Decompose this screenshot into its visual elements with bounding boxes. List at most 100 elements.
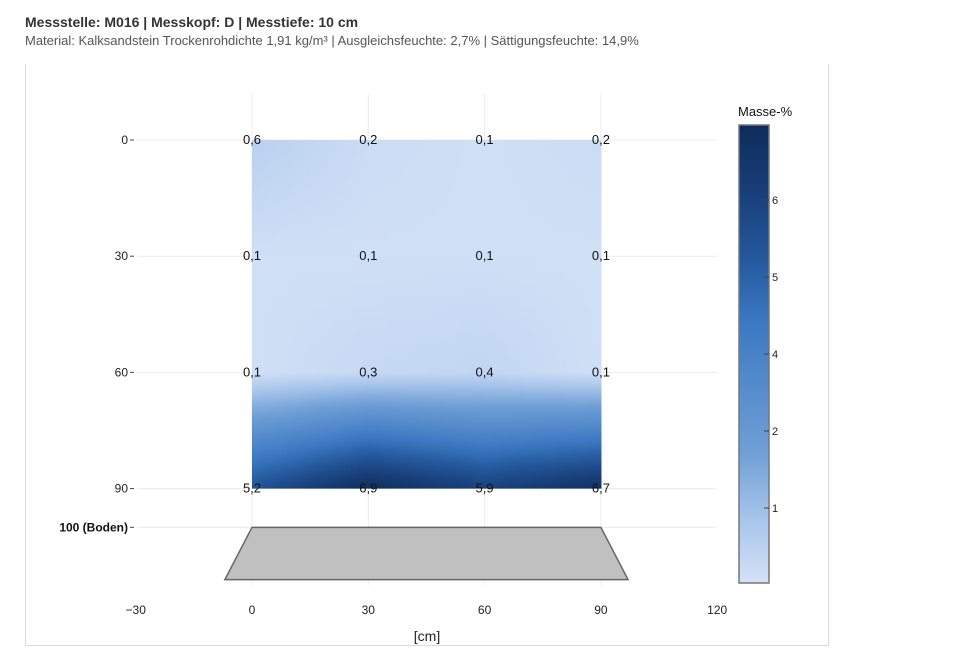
y-tick-label-floor: 100 (Boden) <box>59 520 128 534</box>
heatmap-strip <box>385 140 393 489</box>
heatmap-strip <box>315 140 323 489</box>
cell-value-label: 0,1 <box>592 364 610 379</box>
heatmap-strip <box>321 140 329 489</box>
heatmap-strip <box>577 140 585 489</box>
x-tick-label: −30 <box>126 603 147 617</box>
x-tick-label: 120 <box>707 603 727 617</box>
heatmap-strip <box>525 140 532 489</box>
chart-subtitle: Material: Kalksandstein Trockenrohdichte… <box>25 33 639 48</box>
y-tick-label: 60 <box>115 365 129 379</box>
heatmap-strip <box>275 140 282 489</box>
heatmap-strip <box>350 140 358 489</box>
cell-value-label: 0,2 <box>359 132 377 147</box>
cell-value-label: 0,1 <box>243 364 261 379</box>
heatmap-strip <box>595 140 602 489</box>
chart-title: Messstelle: M016 | Messkopf: D | Messtie… <box>25 14 359 30</box>
cell-value-label: 0,4 <box>476 364 494 379</box>
heatmap-strip <box>542 140 550 489</box>
cell-value-label: 0,1 <box>476 132 494 147</box>
heatmap-strip <box>554 140 561 489</box>
heatmap-strip <box>339 140 346 489</box>
x-axis: −30 0 30 60 90 120 <box>126 603 728 617</box>
heatmap-strip <box>589 140 596 489</box>
y-tick-label: 90 <box>115 482 129 496</box>
heatmap-strip <box>472 140 480 489</box>
heatmap-strip <box>281 140 288 489</box>
heatmap-strip <box>507 140 515 489</box>
colorbar-tick-label: 5 <box>772 272 778 284</box>
heatmap-strip <box>292 140 300 489</box>
heatmap-cells <box>252 140 602 489</box>
heatmap-strip <box>379 140 387 489</box>
heatmap-strip <box>269 140 276 489</box>
x-tick-label: 90 <box>594 603 608 617</box>
cell-value-label: 0,1 <box>476 248 494 263</box>
heatmap-strip <box>368 140 375 489</box>
heatmap-strip <box>286 140 294 489</box>
heatmap-strip <box>502 140 509 489</box>
colorbar-tick-label: 1 <box>772 503 778 515</box>
heatmap-strip <box>345 140 352 489</box>
heatmap-strip <box>374 140 381 489</box>
heatmap-strip <box>356 140 364 489</box>
heatmap-strip <box>443 140 451 489</box>
cell-value-label: 5,9 <box>476 481 494 496</box>
heatmap-strip <box>414 140 422 489</box>
heatmap-strip <box>298 140 305 489</box>
x-tick-label: 60 <box>478 603 492 617</box>
heatmap-strip <box>304 140 311 489</box>
cell-value-label: 6,7 <box>592 481 610 496</box>
heatmap-strip <box>455 140 462 489</box>
heatmap-strip <box>496 140 503 489</box>
colorbar-tick-label: 6 <box>772 195 778 207</box>
heatmap-strip <box>571 140 579 489</box>
floor-trapezoid <box>223 526 630 581</box>
x-tick-label: 0 <box>249 603 256 617</box>
heatmap-strip <box>263 140 271 489</box>
heatmap-strip <box>391 140 398 489</box>
cell-value-label: 0,1 <box>243 248 261 263</box>
heatmap-strip <box>327 140 335 489</box>
cell-value-label: 0,1 <box>592 248 610 263</box>
heatmap-strip <box>333 140 340 489</box>
heatmap-strip <box>432 140 439 489</box>
heatmap-strip <box>560 140 567 489</box>
cell-value-label: 0,3 <box>359 364 377 379</box>
heatmap-strip <box>426 140 433 489</box>
heatmap-strip <box>490 140 497 489</box>
chart-panel <box>25 64 829 646</box>
y-tick-label: 30 <box>115 249 129 263</box>
chart-header: Messstelle: M016 | Messkopf: D | Messtie… <box>25 12 639 50</box>
heatmap-strip <box>403 140 410 489</box>
heatmap-strip <box>397 140 404 489</box>
colorbar: Masse-% 1 2 4 5 6 <box>738 104 793 584</box>
cell-value-label: 5,2 <box>243 481 261 496</box>
heatmap-strip <box>310 140 317 489</box>
heatmap-strip <box>484 140 492 489</box>
colorbar-tick-label: 4 <box>772 349 778 361</box>
colorbar-title: Masse-% <box>738 104 793 119</box>
colorbar-tick-label: 2 <box>772 426 778 438</box>
heatmap-strip <box>257 140 265 489</box>
heatmap-strip <box>420 140 428 489</box>
heatmap-strip <box>478 140 486 489</box>
heatmap-strip <box>566 140 573 489</box>
heatmap-strip <box>548 140 555 489</box>
heatmap-strip <box>461 140 468 489</box>
cell-value-label: 0,1 <box>359 248 377 263</box>
cell-labels: 0,6 0,2 0,1 0,2 0,1 0,1 0,1 0,1 0,1 0,3 0,4 0,1 5,2 6… <box>243 132 610 496</box>
cell-value-label: 6,9 <box>359 481 377 496</box>
heatmap-strip <box>531 140 538 489</box>
cell-value-label: 0,6 <box>243 132 261 147</box>
floor-shape <box>223 526 630 581</box>
heatmap-strip <box>409 140 416 489</box>
x-axis-title: [cm] <box>414 628 440 644</box>
y-tick-label: 0 <box>121 133 128 147</box>
heatmap-strip <box>519 140 526 489</box>
heatmap-strip <box>536 140 544 489</box>
x-tick-label: 30 <box>362 603 376 617</box>
heatmap-strip <box>583 140 590 489</box>
heatmap-strip <box>362 140 369 489</box>
heatmap-strip <box>513 140 521 489</box>
